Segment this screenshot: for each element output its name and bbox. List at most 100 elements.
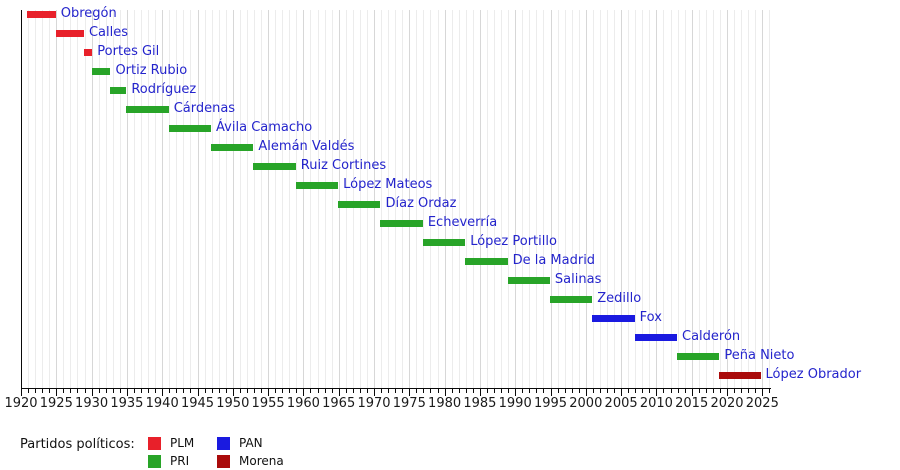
gridline bbox=[479, 10, 481, 388]
president-label[interactable]: López Portillo bbox=[470, 234, 557, 249]
minor-tick bbox=[769, 389, 771, 393]
major-tick bbox=[656, 389, 658, 396]
president-label[interactable]: López Mateos bbox=[343, 177, 433, 192]
president-label[interactable]: Calderón bbox=[682, 329, 741, 344]
axis-tick-label: 1960 bbox=[286, 396, 320, 411]
gridline bbox=[719, 10, 721, 388]
president-label[interactable]: Obregón bbox=[60, 6, 117, 21]
major-tick bbox=[727, 389, 728, 396]
minor-tick bbox=[381, 389, 383, 393]
minor-tick bbox=[642, 389, 644, 393]
gridline bbox=[388, 10, 390, 388]
minor-tick bbox=[98, 389, 100, 393]
gridline bbox=[458, 10, 460, 388]
minor-tick bbox=[437, 389, 439, 393]
minor-tick bbox=[395, 389, 397, 393]
minor-tick bbox=[486, 389, 488, 393]
gridline bbox=[621, 10, 623, 388]
president-label[interactable]: Peña Nieto bbox=[724, 348, 795, 363]
minor-tick bbox=[70, 389, 72, 393]
gridline bbox=[430, 10, 432, 388]
gridline bbox=[310, 10, 312, 388]
minor-tick bbox=[564, 389, 566, 393]
minor-tick bbox=[388, 389, 390, 393]
president-label[interactable]: López Obrador bbox=[765, 367, 862, 382]
gridline bbox=[472, 10, 474, 388]
minor-tick bbox=[705, 389, 707, 393]
minor-tick bbox=[77, 389, 79, 393]
gridline bbox=[105, 10, 107, 388]
major-tick bbox=[268, 389, 270, 396]
term-bar bbox=[592, 315, 635, 322]
minor-tick bbox=[310, 389, 312, 393]
gridline bbox=[670, 10, 672, 388]
gridline bbox=[543, 10, 545, 388]
president-label[interactable]: Ávila Camacho bbox=[216, 120, 313, 135]
president-label[interactable]: Echeverría bbox=[427, 215, 498, 230]
president-label[interactable]: Portes Gil bbox=[97, 44, 160, 59]
gridline bbox=[734, 10, 736, 388]
gridline bbox=[35, 10, 37, 388]
president-label[interactable]: Fox bbox=[639, 310, 662, 325]
minor-tick bbox=[649, 389, 651, 393]
gridline bbox=[409, 10, 411, 388]
minor-tick bbox=[35, 389, 37, 393]
gridline bbox=[635, 10, 637, 388]
axis-tick-label: 2010 bbox=[639, 396, 673, 411]
gridline bbox=[211, 10, 213, 388]
minor-tick bbox=[458, 389, 460, 393]
gridline bbox=[296, 10, 298, 388]
minor-tick bbox=[543, 389, 545, 393]
president-label[interactable]: Cárdenas bbox=[173, 101, 236, 116]
president-label[interactable]: Ortiz Rubio bbox=[115, 63, 188, 78]
gridline bbox=[112, 10, 114, 388]
term-bar bbox=[83, 49, 93, 56]
term-bar bbox=[634, 334, 677, 341]
minor-tick bbox=[402, 389, 404, 393]
gridline bbox=[381, 10, 383, 388]
gridline bbox=[176, 10, 178, 388]
gridline bbox=[338, 10, 340, 388]
gridline bbox=[190, 10, 192, 388]
gridline bbox=[204, 10, 206, 388]
president-label[interactable]: Ruiz Cortines bbox=[300, 158, 387, 173]
minor-tick bbox=[141, 389, 143, 393]
major-tick bbox=[21, 389, 22, 396]
gridline bbox=[451, 10, 453, 388]
minor-tick bbox=[677, 389, 679, 393]
major-tick bbox=[162, 389, 164, 396]
minor-tick bbox=[522, 389, 524, 393]
axis-tick-label: 1955 bbox=[251, 396, 285, 411]
president-label[interactable]: Calles bbox=[88, 25, 129, 40]
legend-swatch-pan bbox=[217, 437, 230, 450]
legend-title: Partidos políticos: bbox=[20, 437, 135, 452]
gridline bbox=[494, 10, 496, 388]
minor-tick bbox=[211, 389, 213, 393]
gridline bbox=[691, 10, 693, 388]
gridline bbox=[578, 10, 580, 388]
minor-tick bbox=[755, 389, 757, 393]
president-label[interactable]: Díaz Ordaz bbox=[385, 196, 457, 211]
gridline bbox=[253, 10, 255, 388]
minor-tick bbox=[465, 389, 467, 393]
gridline bbox=[246, 10, 248, 388]
minor-tick bbox=[748, 389, 750, 393]
gridline bbox=[324, 10, 326, 388]
president-label[interactable]: Zedillo bbox=[597, 291, 642, 306]
gridline bbox=[148, 10, 150, 388]
president-label[interactable]: Alemán Valdés bbox=[258, 139, 355, 154]
minor-tick bbox=[451, 389, 453, 393]
president-label[interactable]: Rodríguez bbox=[131, 82, 197, 97]
president-label[interactable]: De la Madrid bbox=[512, 253, 596, 268]
president-label[interactable]: Salinas bbox=[554, 272, 602, 287]
axis-tick-label: 1930 bbox=[75, 396, 109, 411]
minor-tick bbox=[712, 389, 714, 393]
minor-tick bbox=[536, 389, 538, 393]
gridline bbox=[557, 10, 559, 388]
gridline bbox=[465, 10, 467, 388]
gridline bbox=[416, 10, 418, 388]
term-bar bbox=[338, 201, 381, 208]
minor-tick bbox=[28, 389, 30, 393]
gridline bbox=[677, 10, 679, 388]
gridline bbox=[727, 10, 728, 388]
